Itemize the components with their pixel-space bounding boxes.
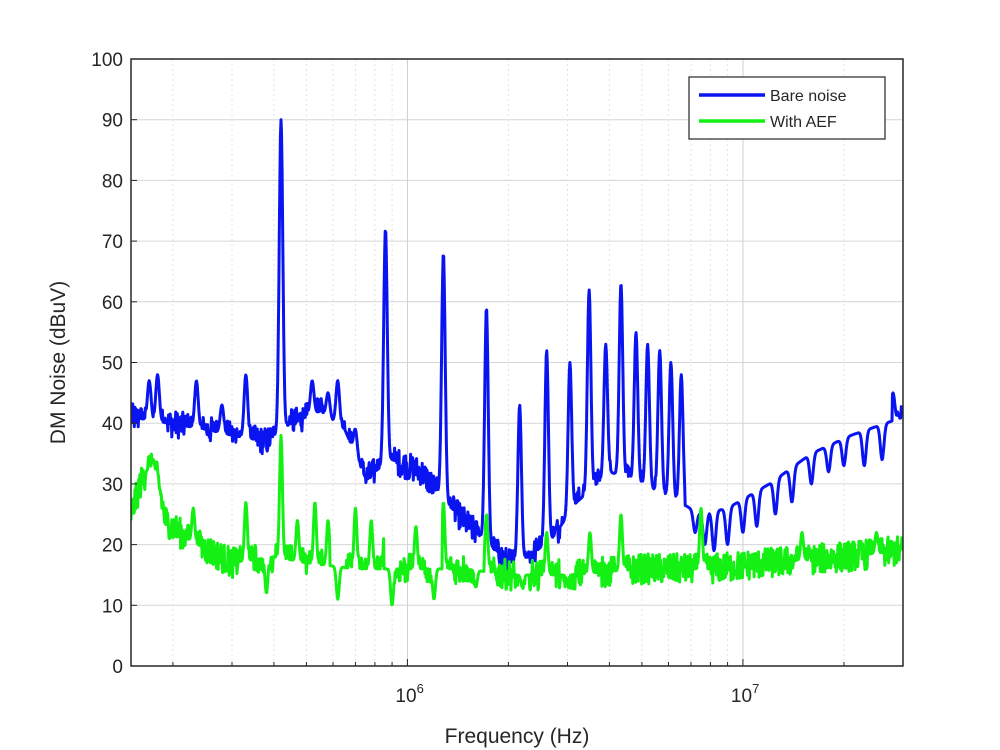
y-tick-label: 100 (91, 50, 123, 71)
y-tick-label: 70 (102, 232, 123, 253)
legend-label: With AEF (770, 114, 837, 131)
legend: Bare noise With AEF (688, 76, 886, 140)
legend-label: Bare noise (770, 88, 847, 105)
y-tick-label: 50 (102, 354, 123, 375)
y-tick-label: 10 (102, 596, 123, 617)
series-layer (131, 118, 903, 607)
y-tick-label: 0 (112, 657, 123, 678)
y-tick-label: 90 (102, 111, 123, 132)
y-axis-title: DM Noise (dBuV) (47, 281, 70, 444)
y-tick-label: 60 (102, 293, 123, 314)
series-line-bare-noise (131, 118, 903, 578)
x-tick-label: 106 (395, 681, 423, 707)
legend-box (688, 76, 886, 140)
y-tick-label: 20 (102, 536, 123, 557)
x-axis-title: Frequency (Hz) (445, 725, 590, 748)
y-tick-label: 80 (102, 171, 123, 192)
series-line-with-aef (131, 433, 903, 607)
ticks: 0 10 20 30 40 50 60 70 80 90 100 106 107 (91, 50, 845, 707)
x-tick-label: 107 (731, 681, 759, 707)
y-tick-label: 30 (102, 475, 123, 496)
y-tick-label: 40 (102, 414, 123, 435)
